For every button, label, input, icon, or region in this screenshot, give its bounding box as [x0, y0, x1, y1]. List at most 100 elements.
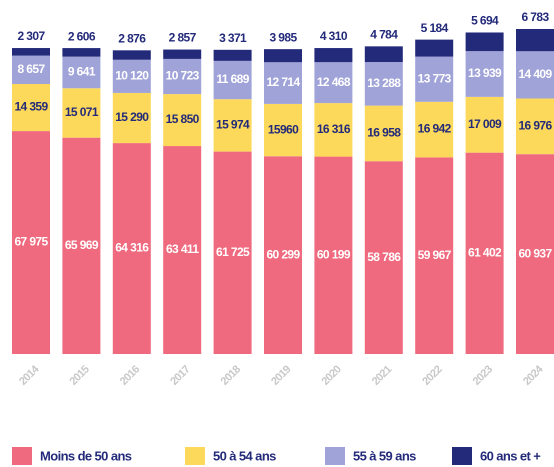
data-label: 12 714: [266, 75, 300, 89]
data-label: 16 958: [367, 126, 401, 140]
bar-segment: [415, 157, 454, 354]
data-label: 2 307: [17, 29, 45, 43]
x-tick-label: 2018: [219, 363, 243, 387]
data-label: 15960: [268, 122, 299, 136]
bar-segment: [62, 48, 101, 57]
data-label: 15 974: [216, 118, 250, 132]
data-label: 59 967: [418, 248, 452, 262]
data-label: 61 402: [468, 245, 502, 259]
data-label: 8 657: [17, 62, 45, 76]
data-label: 65 969: [65, 238, 99, 252]
data-label: 4 784: [370, 28, 398, 42]
bar-segment: [465, 32, 504, 52]
data-label: 63 411: [166, 242, 199, 256]
bar-segment: [465, 51, 504, 97]
data-label: 2 876: [118, 31, 146, 45]
bar-segment: [364, 161, 403, 354]
data-label: 17 009: [468, 117, 502, 131]
x-tick-label: 2015: [67, 363, 91, 387]
data-label: 3 371: [219, 31, 247, 45]
bar-segment: [364, 105, 403, 162]
bar-segment: [213, 99, 252, 152]
bar-segment: [364, 62, 403, 106]
data-label: 67 975: [14, 235, 48, 249]
data-label: 11 689: [216, 72, 249, 86]
data-label: 13 773: [418, 71, 452, 85]
x-tick-label: 2014: [17, 363, 42, 388]
data-label: 60 199: [317, 247, 351, 261]
legend-label: 50 à 54 ans: [213, 448, 276, 463]
data-label: 15 071: [65, 105, 99, 119]
data-label: 5 694: [471, 14, 499, 28]
x-tick-label: 2022: [420, 363, 444, 387]
legend-swatch: [185, 447, 205, 465]
bar-segment: [264, 103, 302, 157]
x-tick-label: 2020: [319, 363, 343, 387]
data-label: 14 409: [518, 67, 552, 81]
data-label: 3 985: [269, 30, 297, 44]
bar-segment: [516, 51, 554, 99]
data-label: 61 725: [216, 245, 250, 259]
bar-segment: [163, 49, 202, 59]
bar-segment: [264, 156, 302, 354]
bar-segment: [62, 137, 101, 354]
data-label: 16 942: [418, 122, 452, 136]
bar-segment: [12, 83, 50, 132]
x-tick-label: 2023: [471, 363, 495, 387]
data-label: 10 120: [115, 69, 149, 83]
legend-swatch: [325, 447, 345, 465]
legend-swatch: [452, 447, 472, 465]
data-label: 10 723: [166, 69, 200, 83]
data-label: 2 606: [68, 29, 96, 43]
bar-segment: [264, 62, 302, 104]
bar-segment: [314, 103, 353, 157]
bar-segment: [415, 39, 454, 57]
bar-segment: [516, 154, 554, 354]
data-label: 6 783: [521, 10, 549, 24]
bar-segment: [516, 29, 554, 52]
bar-segment: [213, 49, 252, 61]
bar-segment: [364, 46, 403, 63]
data-label: 16 316: [317, 122, 351, 136]
data-label: 14 359: [14, 100, 48, 114]
data-label: 16 976: [518, 119, 552, 133]
bar-segment: [516, 98, 554, 155]
bar-segment: [163, 58, 202, 95]
data-label: 12 468: [317, 75, 351, 89]
legend-label: 55 à 59 ans: [353, 448, 416, 463]
bar-segment: [314, 156, 353, 354]
bar-segment: [465, 96, 504, 153]
data-label: 64 316: [115, 241, 149, 255]
bar-segment: [12, 48, 50, 56]
legend-label: 60 ans et +: [480, 448, 541, 463]
data-label: 60 299: [266, 247, 300, 261]
bar-segment: [12, 131, 50, 354]
bar-segment: [415, 56, 454, 102]
x-tick-label: 2024: [521, 363, 546, 388]
bar-segment: [112, 92, 151, 144]
bar-segment: [62, 56, 101, 89]
bar-segment: [415, 101, 454, 158]
bar-segment: [112, 50, 151, 60]
data-label: 13 939: [468, 66, 502, 80]
legend-swatch: [12, 447, 32, 465]
bar-segment: [112, 59, 151, 93]
bar-segment: [163, 146, 202, 354]
data-label: 5 184: [421, 21, 449, 35]
data-label: 13 288: [367, 76, 401, 90]
bar-segment: [314, 62, 353, 104]
x-tick-label: 2017: [168, 363, 192, 387]
data-label: 2 857: [169, 31, 197, 45]
data-label: 15 850: [166, 112, 200, 126]
bar-segment: [213, 60, 252, 100]
bar-segment: [264, 49, 302, 63]
bar-segment: [163, 94, 202, 147]
data-label: 4 310: [320, 29, 348, 43]
bar-segment: [314, 48, 353, 63]
data-label: 58 786: [367, 250, 401, 264]
x-tick-label: 2021: [370, 363, 394, 387]
bar-segment: [465, 152, 504, 354]
bar-segment: [213, 151, 252, 354]
bar-segment: [112, 143, 151, 354]
